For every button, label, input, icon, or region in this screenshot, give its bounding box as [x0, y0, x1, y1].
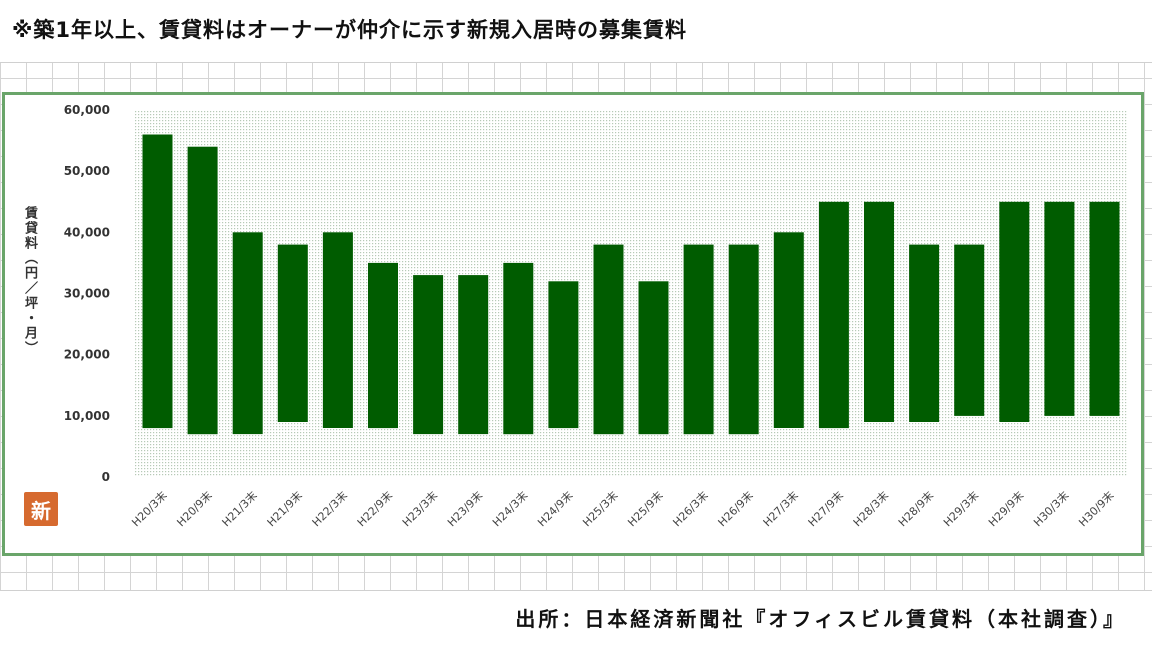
bar-series	[142, 134, 1120, 435]
bar-9	[503, 262, 534, 435]
x-tick-label: H26/3末	[670, 488, 711, 529]
bar-10	[548, 281, 579, 429]
bar-21	[1044, 201, 1075, 416]
x-tick-label: H27/9末	[805, 488, 846, 529]
bar-3	[232, 232, 263, 435]
x-tick-label: H30/3末	[1030, 488, 1071, 529]
x-tick-label: H21/9末	[264, 488, 305, 529]
bar-19	[954, 244, 985, 416]
x-tick-label: H29/9末	[985, 488, 1026, 529]
x-tick-label: H24/3末	[489, 488, 530, 529]
bar-15	[773, 232, 804, 428]
bar-1	[142, 134, 173, 429]
y-tick-label: 10,000	[64, 409, 110, 423]
x-tick-label: H26/9末	[715, 488, 756, 529]
bar-13	[683, 244, 714, 435]
chart-note: ※築1年以上、賃貸料はオーナーが仲介に示す新規入居時の募集賃料	[12, 18, 688, 42]
x-tick-label: H30/9末	[1076, 488, 1117, 529]
bar-chart: 0 10,000 20,000 30,000 40,000 50,000 60,000 H2…	[64, 103, 1127, 529]
y-tick-label: 20,000	[64, 348, 110, 362]
x-tick-label: H21/3末	[219, 488, 260, 529]
bar-14	[728, 244, 759, 435]
bar-18	[909, 244, 940, 422]
bar-16	[818, 201, 849, 429]
x-tick-label: H27/3末	[760, 488, 801, 529]
note-band: ※築1年以上、賃貸料はオーナーが仲介に示す新規入居時の募集賃料	[0, 0, 1152, 63]
bar-8	[458, 275, 489, 435]
bar-12	[638, 281, 669, 435]
x-tick-label: H20/3末	[129, 488, 170, 529]
y-axis: 0 10,000 20,000 30,000 40,000 50,000 60,000	[64, 103, 110, 484]
y-axis-label: 賃貸料（円／坪・月）	[22, 206, 37, 356]
source-credit: 出所：日本経済新聞社『オフィスビル賃貸料（本社調査）』	[515, 607, 1126, 631]
bar-2	[187, 146, 218, 435]
y-tick-label: 40,000	[64, 225, 110, 239]
source-band: 出所：日本経済新聞社『オフィスビル賃貸料（本社調査）』	[0, 590, 1152, 649]
x-tick-label: H29/3末	[940, 488, 981, 529]
bar-11	[593, 244, 624, 435]
bar-20	[999, 201, 1030, 422]
y-tick-label: 0	[102, 470, 110, 484]
x-tick-label: H23/3末	[399, 488, 440, 529]
x-tick-label: H22/3末	[309, 488, 350, 529]
seal-logo: 新	[24, 492, 58, 526]
y-tick-label: 60,000	[64, 103, 110, 117]
x-tick-label: H25/9末	[625, 488, 666, 529]
bar-4	[277, 244, 308, 422]
x-tick-label: H22/9末	[354, 488, 395, 529]
bar-5	[322, 232, 353, 428]
y-tick-label: 50,000	[64, 164, 110, 178]
bar-17	[864, 201, 894, 422]
x-tick-label: H24/9末	[534, 488, 575, 529]
bar-7	[413, 275, 444, 435]
bar-6	[368, 262, 398, 429]
x-axis: H20/3末 H20/9末 H21/3末 H21/9末 H22/3末 H22/9末 H23/…	[129, 488, 1117, 529]
x-tick-label: H28/3末	[850, 488, 891, 529]
y-tick-label: 30,000	[64, 287, 110, 301]
bar-22	[1089, 201, 1120, 416]
x-tick-label: H28/9末	[895, 488, 936, 529]
x-tick-label: H25/3末	[580, 488, 621, 529]
x-tick-label: H23/9末	[444, 488, 485, 529]
x-tick-label: H20/9末	[174, 488, 215, 529]
